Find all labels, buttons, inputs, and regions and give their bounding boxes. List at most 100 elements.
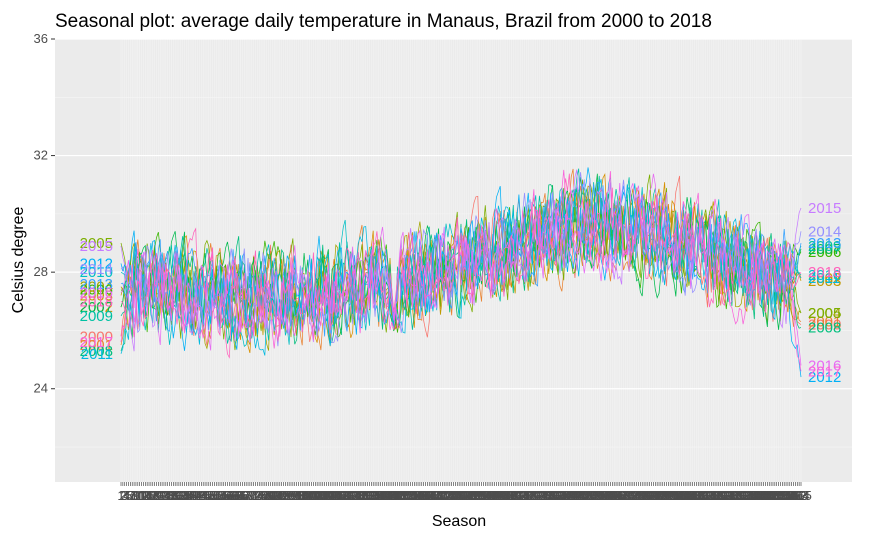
year-label-right: 2015: [808, 200, 841, 217]
x-tick-label: 283: [637, 488, 659, 503]
x-tick-label: 217: [514, 488, 536, 503]
x-tick-label: 24: [157, 488, 171, 503]
x-tick-label: 50: [205, 488, 219, 503]
x-tick-label: 2: [119, 488, 126, 503]
x-tick-label: 141: [372, 488, 394, 503]
x-tick-label: 313: [693, 488, 715, 503]
year-label-right: 2008: [808, 320, 841, 337]
x-tick-label: 207: [495, 488, 517, 503]
x-tick-label: 196: [474, 488, 496, 503]
x-tick-label: 86: [273, 488, 287, 503]
x-tick-label: 276: [624, 488, 646, 503]
year-label-left: 2014: [80, 261, 113, 278]
x-tick-label: 5: [125, 488, 132, 503]
x-tick-label: 109: [312, 488, 334, 503]
x-tick-label: 113: [320, 488, 341, 503]
x-tick-label: 178: [441, 488, 463, 503]
x-tick-label: 4: [123, 488, 130, 503]
x-tick-label: 46: [198, 488, 212, 503]
year-label-right: 2002: [808, 270, 841, 287]
x-tick-label: 176: [437, 488, 459, 503]
x-tick-label: 255: [585, 488, 607, 503]
x-tick-label: 63: [230, 488, 244, 503]
x-tick-label: 359: [779, 488, 801, 503]
x-tick-label: 241: [559, 488, 581, 503]
x-tick-label: 257: [588, 488, 610, 503]
x-tick-label: 27: [162, 488, 176, 503]
x-tick-label: 244: [564, 488, 586, 503]
x-tick-label: 174: [433, 488, 455, 503]
x-tick-label: 361: [783, 488, 805, 503]
x-tick-label: 107: [308, 488, 330, 503]
x-tick-label: 85: [271, 488, 285, 503]
x-tick-label: 273: [618, 488, 640, 503]
x-tick-label: 26: [160, 488, 174, 503]
series-line-2017: [120, 169, 802, 372]
x-tick-label: 94: [288, 488, 302, 503]
x-tick-label: 216: [512, 488, 534, 503]
x-tick-label: 169: [424, 488, 446, 503]
x-tick-label: 321: [708, 488, 730, 503]
x-tick-label: 121: [334, 488, 356, 503]
year-label-right: 2018: [808, 264, 841, 281]
x-tick-label: 350: [762, 488, 784, 503]
x-tick-label: 8: [130, 488, 137, 503]
x-tick-label: 230: [538, 488, 560, 503]
x-tick-label: 60: [224, 488, 238, 503]
x-tick-label: 183: [450, 488, 472, 503]
x-tick-label: 231: [540, 488, 562, 503]
x-tick-label: 285: [641, 488, 663, 503]
x-axis-title: Season: [432, 513, 486, 530]
year-label-left: 2012: [80, 255, 113, 272]
x-tick-label: 111: [317, 488, 337, 503]
x-tick-label: 223: [525, 488, 547, 503]
x-tick-label: 18: [146, 488, 160, 503]
x-tick-label: 116: [325, 488, 346, 503]
x-tick-label: 246: [568, 488, 590, 503]
x-tick-label: 365: [790, 488, 812, 503]
x-tick-label: 25: [159, 488, 173, 503]
x-tick-label: 235: [547, 488, 569, 503]
x-tick-label: 286: [643, 488, 665, 503]
x-tick-label: 342: [747, 488, 769, 503]
x-tick-label: 28: [164, 488, 178, 503]
x-tick-label: 298: [665, 488, 687, 503]
x-tick-label: 55: [215, 488, 229, 503]
x-tick-label: 9: [132, 488, 139, 503]
x-tick-label: 269: [611, 488, 633, 503]
x-tick-label: 20: [149, 488, 163, 503]
x-tick-label: 227: [532, 488, 554, 503]
x-tick-label: 42: [190, 488, 204, 503]
x-tick-label: 74: [250, 488, 264, 503]
x-tick-label: 262: [598, 488, 620, 503]
x-tick-label: 89: [278, 488, 292, 503]
x-tick-label: 343: [749, 488, 771, 503]
x-tick-label: 108: [310, 488, 332, 503]
x-tick-label: 33: [174, 488, 188, 503]
x-tick-label: 333: [730, 488, 752, 503]
x-tick-label: 146: [381, 488, 403, 503]
x-tick-label: 215: [510, 488, 532, 503]
x-tick-label: 239: [555, 488, 577, 503]
x-tick-label: 355: [771, 488, 793, 503]
x-tick-label: 336: [736, 488, 758, 503]
x-tick-label: 284: [639, 488, 661, 503]
year-label-right: 2010: [808, 267, 841, 284]
year-label-right: 2000: [808, 317, 841, 334]
year-label-right: 2011: [808, 270, 840, 287]
x-tick-label: 249: [573, 488, 595, 503]
x-tick-label: 277: [626, 488, 648, 503]
x-tick-label: 266: [605, 488, 627, 503]
year-label-right: 2016: [808, 357, 841, 374]
x-tick-label: 203: [488, 488, 510, 503]
x-tick-label: 31: [170, 488, 184, 503]
x-tick-label: 268: [609, 488, 631, 503]
x-tick-label: 21: [151, 488, 165, 503]
x-tick-label: 301: [671, 488, 693, 503]
x-tick-label: 206: [493, 488, 515, 503]
x-tick-label: 360: [781, 488, 803, 503]
x-tick-label: 258: [590, 488, 612, 503]
x-tick-label: 234: [545, 488, 567, 503]
x-tick-label: 292: [654, 488, 676, 503]
x-tick-label: 240: [557, 488, 579, 503]
